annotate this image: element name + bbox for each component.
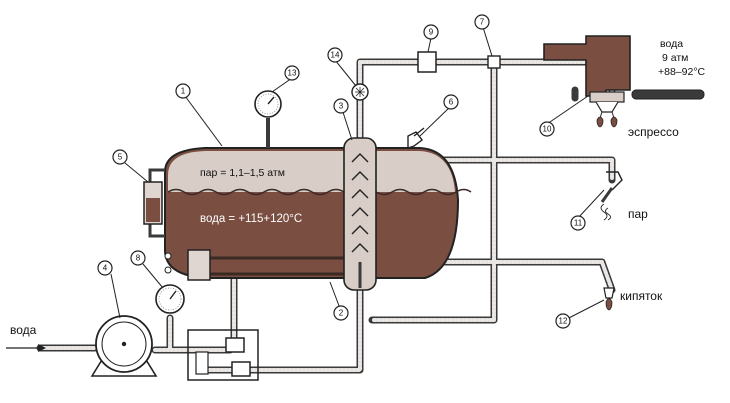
- steam-wand: [600, 171, 623, 221]
- tag-14: 14: [327, 47, 343, 63]
- pipe-valve-9: [417, 51, 437, 73]
- svg-text:11: 11: [574, 219, 583, 228]
- pipe-tee-7: [487, 55, 501, 69]
- tag-13: 13: [284, 65, 300, 81]
- group-pressure-label: 9 атм: [662, 52, 688, 64]
- svg-text:14: 14: [331, 51, 340, 60]
- svg-text:12: 12: [559, 317, 568, 326]
- boiler-waterline: [167, 188, 472, 196]
- heat-exchanger: [343, 137, 377, 291]
- hot-water-pipe: [440, 258, 616, 294]
- svg-text:6: 6: [449, 98, 454, 107]
- tag-1: 1: [175, 83, 191, 99]
- svg-text:9: 9: [429, 28, 434, 37]
- hot-water-label: кипяток: [620, 289, 663, 303]
- pump-pressure-gauge: [155, 284, 185, 314]
- water-zone-label: вода = +115+120°C: [200, 213, 302, 225]
- tag-2: 2: [333, 305, 349, 321]
- water-inlet-label: вода: [10, 323, 37, 337]
- boiler-pressure-gauge: [254, 90, 282, 148]
- tag-11: 11: [570, 215, 586, 231]
- espresso-label: эспрессо: [628, 125, 679, 139]
- tag-5: 5: [112, 149, 128, 165]
- tag-10: 10: [539, 121, 555, 137]
- svg-text:4: 4: [103, 264, 108, 273]
- svg-text:2: 2: [339, 309, 344, 318]
- boiler-steam-space: [168, 151, 455, 192]
- svg-text:10: 10: [543, 125, 552, 134]
- svg-text:5: 5: [118, 153, 123, 162]
- svg-text:7: 7: [480, 18, 485, 27]
- tag-12: 12: [555, 313, 571, 329]
- svg-text:13: 13: [288, 69, 297, 78]
- tag-3: 3: [333, 98, 349, 114]
- svg-text:1: 1: [181, 87, 186, 96]
- svg-text:3: 3: [339, 102, 344, 111]
- level-indicator: [143, 168, 165, 238]
- steam-zone-label: пар = 1,1–1,5 атм: [200, 167, 285, 179]
- steam-label: пар: [628, 207, 648, 221]
- group-water-label: вода: [660, 38, 683, 50]
- pump: [90, 315, 158, 377]
- group-temp-label: +88–92°C: [658, 66, 706, 78]
- safety-valve: [407, 127, 425, 149]
- group-head: вода 9 атм +88–92°C: [543, 35, 706, 128]
- hot-water-tap: [603, 287, 615, 311]
- tag-4: 4: [97, 260, 113, 276]
- tag-8: 8: [130, 250, 146, 266]
- tag-6: 6: [443, 94, 459, 110]
- tag-9: 9: [423, 24, 439, 40]
- piping: [36, 58, 616, 374]
- inlet-arrow: [6, 344, 46, 352]
- valve-block: [187, 329, 259, 381]
- tag-7: 7: [474, 14, 490, 30]
- svg-text:8: 8: [136, 254, 141, 263]
- steam-pipe: [436, 156, 616, 184]
- thermosiphon-valve: [351, 83, 369, 101]
- boiler: пар = 1,1–1,5 атм вода = +115+120°C: [164, 147, 472, 279]
